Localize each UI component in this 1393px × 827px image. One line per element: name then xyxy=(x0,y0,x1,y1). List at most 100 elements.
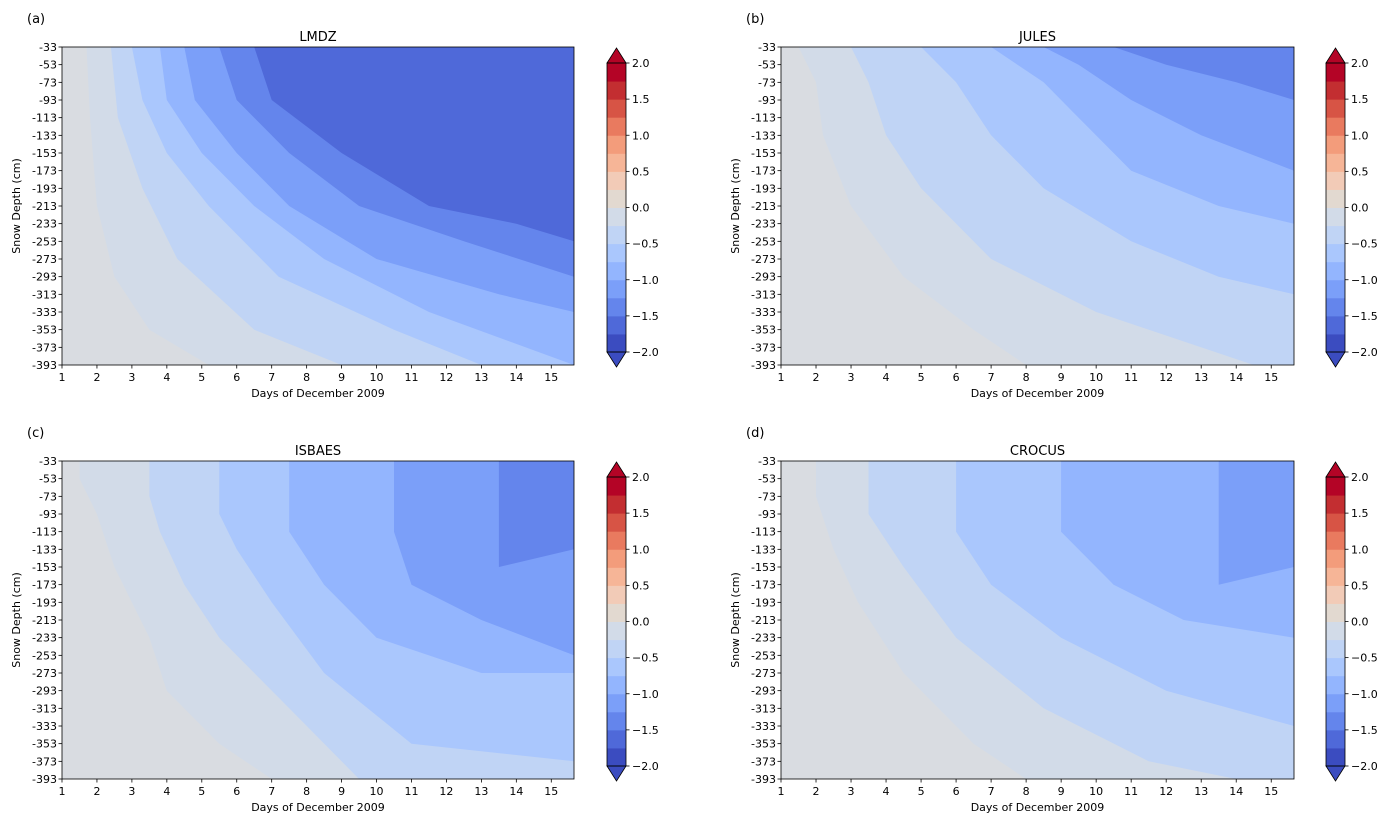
y-tick-label: -193 xyxy=(32,182,57,195)
colorbar-swatch xyxy=(607,711,626,731)
y-tick-label: -273 xyxy=(32,253,57,266)
x-tick-label: 9 xyxy=(338,371,345,384)
y-tick-label: -333 xyxy=(32,720,57,733)
contour-band-5 xyxy=(1113,47,1294,100)
x-axis-label: Days of December 2009 xyxy=(971,387,1105,400)
colorbar-swatch xyxy=(1326,153,1345,172)
x-tick-label: 3 xyxy=(128,785,135,798)
y-tick-label: -53 xyxy=(758,473,776,486)
y-tick-label: -313 xyxy=(751,288,776,301)
x-axis-label: Days of December 2009 xyxy=(251,387,385,400)
colorbar-swatch xyxy=(1326,117,1345,136)
colorbar-tick-label: 2.0 xyxy=(632,471,650,484)
y-tick-label: -253 xyxy=(751,235,776,248)
x-tick-label: 7 xyxy=(268,371,275,384)
colorbar-swatch xyxy=(607,621,626,641)
colorbar-tick-label: 0.0 xyxy=(1351,616,1369,629)
y-tick-label: -233 xyxy=(32,632,57,645)
x-tick-label: 12 xyxy=(439,371,453,384)
y-tick-label: -133 xyxy=(751,543,776,556)
colorbar-swatch xyxy=(607,81,626,100)
y-tick-label: -253 xyxy=(32,649,57,662)
y-tick-label: -113 xyxy=(32,112,57,125)
y-tick-label: -113 xyxy=(751,526,776,539)
y-tick-label: -73 xyxy=(758,490,776,503)
colorbar-swatch xyxy=(607,657,626,677)
colorbar-extend-max xyxy=(606,461,627,478)
y-tick-label: -373 xyxy=(32,755,57,768)
x-tick-label: 15 xyxy=(544,785,558,798)
y-tick-label: -293 xyxy=(32,685,57,698)
chart-title: CROCUS xyxy=(1010,444,1065,459)
contour-fills xyxy=(62,47,574,365)
colorbar-swatch xyxy=(1326,279,1345,299)
colorbar-swatch xyxy=(607,135,626,154)
colorbar-tick-label: 0.5 xyxy=(632,579,650,592)
x-tick-label: 11 xyxy=(1124,785,1138,798)
y-tick-label: -193 xyxy=(751,596,776,609)
colorbar-swatch xyxy=(607,243,626,263)
x-tick-label: 11 xyxy=(404,371,418,384)
colorbar-tick-label: 1.0 xyxy=(632,129,650,142)
colorbar-tick-label: 0.0 xyxy=(632,616,650,629)
y-tick-label: -33 xyxy=(39,455,57,468)
x-tick-label: 14 xyxy=(1229,371,1243,384)
x-tick-label: 1 xyxy=(59,785,66,798)
colorbar-extend-min xyxy=(1325,351,1346,368)
colorbar-swatch xyxy=(607,297,626,317)
x-tick-label: 2 xyxy=(93,371,100,384)
colorbar-swatch xyxy=(1326,729,1345,749)
y-tick-label: -173 xyxy=(751,579,776,592)
x-tick-label: 7 xyxy=(268,785,275,798)
y-axis-label: Snow Depth (cm) xyxy=(10,158,23,254)
y-tick-label: -273 xyxy=(751,667,776,680)
x-tick-label: 13 xyxy=(474,371,488,384)
colorbar-swatch xyxy=(607,603,626,622)
y-tick-label: -213 xyxy=(751,200,776,213)
y-tick-label: -153 xyxy=(32,147,57,160)
colorbar-swatch xyxy=(607,585,626,604)
y-tick-label: -153 xyxy=(751,147,776,160)
y-tick-label: -173 xyxy=(751,165,776,178)
y-tick-label: -53 xyxy=(758,59,776,72)
colorbar-swatch xyxy=(1326,243,1345,263)
colorbar-swatch xyxy=(607,261,626,281)
y-tick-label: -33 xyxy=(758,41,776,54)
y-tick-label: -213 xyxy=(32,200,57,213)
y-tick-label: -93 xyxy=(758,508,776,521)
colorbar-tick-label: 1.5 xyxy=(1351,507,1369,520)
colorbar-swatch xyxy=(1326,531,1345,550)
colorbar-swatch xyxy=(607,693,626,713)
chart-title: JULES xyxy=(1018,30,1056,45)
x-tick-label: 4 xyxy=(163,371,170,384)
y-tick-label: -73 xyxy=(758,76,776,89)
colorbar: 2.0 1.5 1.0 0.5 0.0 −0.5 −1.0 −1.5 −2.0 xyxy=(1325,47,1378,368)
colorbar-tick-label: −0.5 xyxy=(632,652,659,665)
y-tick-label: -313 xyxy=(32,702,57,715)
y-tick-label: -293 xyxy=(751,271,776,284)
x-tick-label: 9 xyxy=(1058,785,1065,798)
x-axis-label: Days of December 2009 xyxy=(971,801,1105,814)
y-axis-label: Snow Depth (cm) xyxy=(729,158,742,254)
y-tick-label: -313 xyxy=(751,702,776,715)
y-tick-label: -193 xyxy=(751,182,776,195)
y-tick-label: -233 xyxy=(751,632,776,645)
colorbar-extend-min xyxy=(606,351,627,368)
colorbar-tick-label: −0.5 xyxy=(1351,238,1378,251)
colorbar-tick-label: −1.0 xyxy=(1351,688,1378,701)
y-tick-label: -273 xyxy=(32,667,57,680)
x-tick-label: 3 xyxy=(848,371,855,384)
colorbar-swatch xyxy=(607,513,626,532)
x-tick-label: 15 xyxy=(1264,371,1278,384)
x-tick-label: 10 xyxy=(1089,785,1103,798)
y-tick-label: -353 xyxy=(32,738,57,751)
x-tick-label: 2 xyxy=(93,785,100,798)
colorbar-tick-label: 2.0 xyxy=(632,57,650,70)
colorbar-tick-label: −2.0 xyxy=(632,346,659,359)
colorbar-swatch xyxy=(607,99,626,118)
y-tick-label: -133 xyxy=(32,129,57,142)
panel-label: (c) xyxy=(27,426,44,441)
colorbar-swatch xyxy=(607,225,626,245)
colorbar-tick-label: 0.5 xyxy=(632,165,650,178)
x-tick-label: 7 xyxy=(988,785,995,798)
